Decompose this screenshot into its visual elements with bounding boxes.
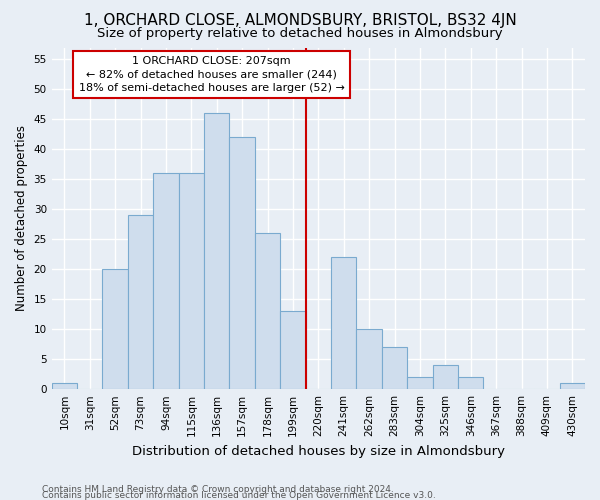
Bar <box>407 377 433 389</box>
Bar <box>204 114 229 389</box>
X-axis label: Distribution of detached houses by size in Almondsbury: Distribution of detached houses by size … <box>132 444 505 458</box>
Bar <box>103 270 128 389</box>
Text: Contains HM Land Registry data © Crown copyright and database right 2024.: Contains HM Land Registry data © Crown c… <box>42 485 394 494</box>
Bar <box>382 347 407 389</box>
Text: 1, ORCHARD CLOSE, ALMONDSBURY, BRISTOL, BS32 4JN: 1, ORCHARD CLOSE, ALMONDSBURY, BRISTOL, … <box>83 12 517 28</box>
Bar <box>433 365 458 389</box>
Bar <box>229 138 255 389</box>
Bar <box>331 258 356 389</box>
Bar <box>179 174 204 389</box>
Y-axis label: Number of detached properties: Number of detached properties <box>15 126 28 312</box>
Text: Contains public sector information licensed under the Open Government Licence v3: Contains public sector information licen… <box>42 491 436 500</box>
Bar <box>153 174 179 389</box>
Text: 1 ORCHARD CLOSE: 207sqm
← 82% of detached houses are smaller (244)
18% of semi-d: 1 ORCHARD CLOSE: 207sqm ← 82% of detache… <box>79 56 344 93</box>
Bar <box>128 216 153 389</box>
Bar <box>458 377 484 389</box>
Text: Size of property relative to detached houses in Almondsbury: Size of property relative to detached ho… <box>97 28 503 40</box>
Bar <box>356 329 382 389</box>
Bar <box>280 312 305 389</box>
Bar <box>255 234 280 389</box>
Bar <box>52 383 77 389</box>
Bar <box>560 383 585 389</box>
